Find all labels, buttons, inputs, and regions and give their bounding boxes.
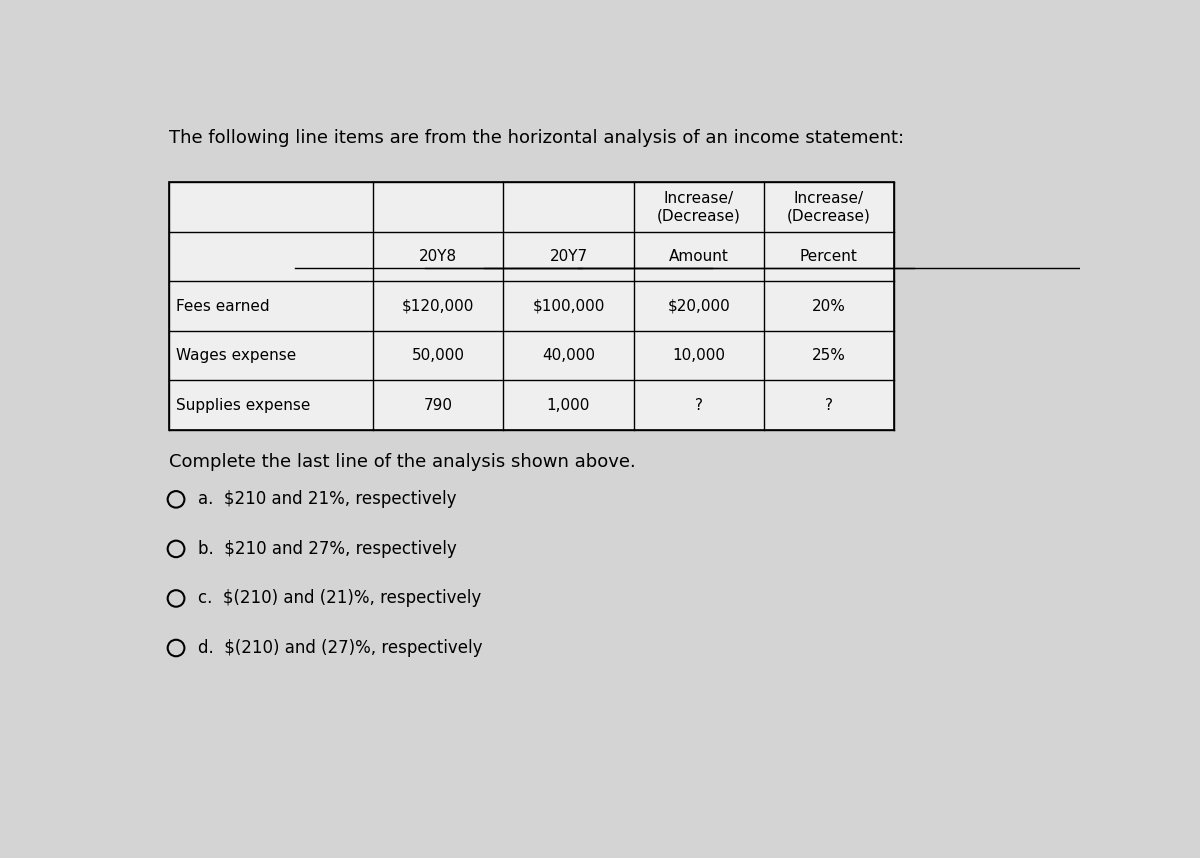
Text: Complete the last line of the analysis shown above.: Complete the last line of the analysis s… [168, 453, 635, 471]
Text: ?: ? [695, 398, 703, 413]
FancyBboxPatch shape [168, 182, 894, 430]
Text: 20Y8: 20Y8 [419, 249, 457, 264]
Text: $120,000: $120,000 [402, 299, 474, 314]
Text: 20Y7: 20Y7 [550, 249, 588, 264]
Text: c.  $(210) and (21)%, respectively: c. $(210) and (21)%, respectively [198, 589, 481, 607]
Text: Fees earned: Fees earned [176, 299, 270, 314]
Text: d.  $(210) and (27)%, respectively: d. $(210) and (27)%, respectively [198, 639, 482, 657]
Text: 40,000: 40,000 [542, 348, 595, 363]
Text: Percent: Percent [800, 249, 858, 264]
Text: $20,000: $20,000 [667, 299, 730, 314]
Text: $100,000: $100,000 [533, 299, 605, 314]
Text: 50,000: 50,000 [412, 348, 464, 363]
Text: Amount: Amount [668, 249, 728, 264]
Text: Wages expense: Wages expense [176, 348, 296, 363]
Text: Increase/
(Decrease): Increase/ (Decrease) [656, 190, 740, 223]
Text: 10,000: 10,000 [672, 348, 725, 363]
Text: a.  $210 and 21%, respectively: a. $210 and 21%, respectively [198, 491, 457, 508]
Text: 1,000: 1,000 [547, 398, 590, 413]
Text: 25%: 25% [812, 348, 846, 363]
Text: Supplies expense: Supplies expense [176, 398, 311, 413]
Text: ?: ? [824, 398, 833, 413]
Text: 790: 790 [424, 398, 452, 413]
Text: b.  $210 and 27%, respectively: b. $210 and 27%, respectively [198, 540, 457, 558]
Text: 20%: 20% [812, 299, 846, 314]
Text: The following line items are from the horizontal analysis of an income statement: The following line items are from the ho… [168, 130, 904, 148]
Text: Increase/
(Decrease): Increase/ (Decrease) [787, 190, 871, 223]
